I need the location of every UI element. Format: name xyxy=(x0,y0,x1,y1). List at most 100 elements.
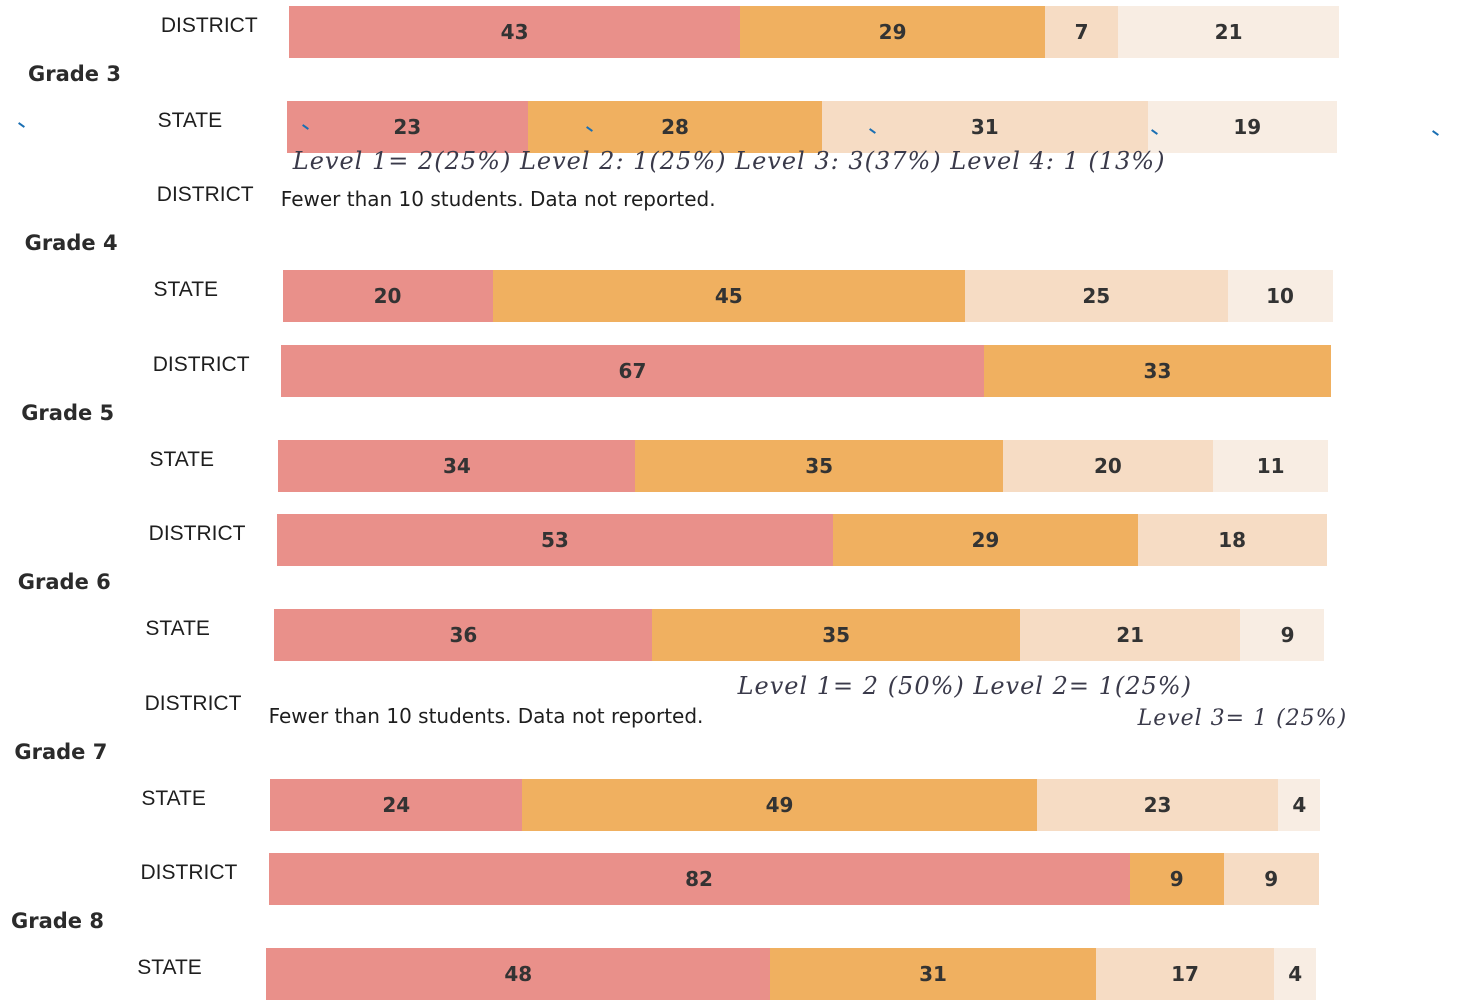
data-label: 20 xyxy=(1094,453,1122,478)
grade-label: Grade 6 xyxy=(17,570,111,595)
not-reported-message: Fewer than 10 students. Data not reporte… xyxy=(268,703,704,728)
data-label: 67 xyxy=(618,358,647,383)
data-label: 35 xyxy=(805,453,834,478)
row-label-district: DISTRICT xyxy=(148,522,246,546)
grade-label: Grade 7 xyxy=(14,739,108,764)
stacked-bar: 48 31 17 4 xyxy=(266,948,1317,1000)
bar-segment-level-3: 31 xyxy=(822,101,1148,153)
bar-segment-level-1: 36 xyxy=(274,609,653,662)
data-label: 4 xyxy=(1292,792,1307,817)
row-label-state: STATE xyxy=(149,447,214,471)
bar-segment-level-1: 34 xyxy=(278,439,636,492)
data-label: 9 xyxy=(1264,867,1279,891)
data-label: 49 xyxy=(765,792,794,817)
bar-segment-level-2: 28 xyxy=(528,101,823,153)
row-label-district: DISTRICT xyxy=(152,352,250,376)
data-label: 10 xyxy=(1266,284,1294,309)
stacked-bar: 43 29 7 21 xyxy=(288,6,1339,58)
row-label-state: STATE xyxy=(145,617,210,641)
stacked-bar: 24 49 23 4 xyxy=(270,778,1321,831)
handwritten-annotation: Level 3= 1 (25%) xyxy=(1137,705,1348,731)
bar-segment-level-3: 21 xyxy=(1019,609,1241,662)
data-label: 23 xyxy=(393,115,422,139)
data-label: 7 xyxy=(1074,20,1089,44)
row-label-district: DISTRICT xyxy=(140,861,238,884)
row-label-state: STATE xyxy=(153,278,219,302)
data-label: 53 xyxy=(540,528,569,553)
bar-segment-level-1: 24 xyxy=(270,778,523,831)
bar-segment-level-4: 4 xyxy=(1278,778,1321,831)
data-label: 21 xyxy=(1116,623,1145,648)
bar-segment-level-1: 23 xyxy=(286,101,529,153)
bar-segment-level-2: 31 xyxy=(770,948,1096,1000)
not-reported-message: Fewer than 10 students. Data not reporte… xyxy=(280,187,716,212)
stacked-bar: 23 28 31 19 xyxy=(286,101,1337,153)
row-label-district: DISTRICT xyxy=(156,183,254,207)
stacked-bar: 82 9 9 xyxy=(268,853,1319,905)
grade-label: Grade 8 xyxy=(11,909,104,933)
row-label-state: STATE xyxy=(137,956,202,979)
data-label: 19 xyxy=(1233,115,1262,139)
bar-segment-level-2: 9 xyxy=(1129,853,1225,905)
bar-segment-level-3: 9 xyxy=(1224,853,1319,905)
data-label: 4 xyxy=(1288,962,1303,986)
data-label: 11 xyxy=(1256,453,1285,478)
bar-segment-level-3: 7 xyxy=(1044,6,1119,58)
bar-segment-level-3: 25 xyxy=(965,270,1228,323)
data-label: 9 xyxy=(1280,623,1295,648)
bar-segment-level-4: 11 xyxy=(1212,439,1329,492)
bar-segment-level-2: 33 xyxy=(984,344,1331,397)
row-label-district: DISTRICT xyxy=(144,691,242,715)
bar-segment-level-3: 20 xyxy=(1002,439,1213,492)
handwritten-annotation: Level 1= 2 (50%) Level 2= 1(25%) xyxy=(737,671,1192,700)
data-label: 33 xyxy=(1143,358,1172,383)
row-label-state: STATE xyxy=(157,109,223,132)
stacked-bar: 53 29 18 xyxy=(276,514,1327,567)
data-label: 28 xyxy=(661,115,689,139)
stacked-bar: 20 45 25 10 xyxy=(282,270,1333,323)
row-label-state: STATE xyxy=(141,786,206,810)
data-label: 45 xyxy=(714,284,743,309)
bar-segment-level-3: 23 xyxy=(1036,778,1279,831)
data-label: 31 xyxy=(970,115,999,139)
stacked-bar: 36 35 21 9 xyxy=(274,609,1325,662)
pen-mark xyxy=(18,122,25,128)
data-label: 29 xyxy=(878,20,907,44)
data-label: 24 xyxy=(382,792,411,817)
data-label: 18 xyxy=(1218,528,1247,553)
bar-segment-level-1: 53 xyxy=(276,514,834,567)
grade-label: Grade 4 xyxy=(24,231,118,256)
bar-segment-level-4: 10 xyxy=(1227,270,1333,323)
data-label: 21 xyxy=(1214,20,1243,44)
bar-segment-level-2: 45 xyxy=(492,270,965,323)
pen-mark xyxy=(1432,130,1439,136)
grade-label: Grade 3 xyxy=(28,62,121,86)
bar-segment-level-2: 29 xyxy=(833,514,1138,567)
data-label: 48 xyxy=(504,962,533,986)
data-label: 82 xyxy=(685,867,713,891)
data-label: 31 xyxy=(919,962,947,986)
bar-segment-level-4: 9 xyxy=(1240,609,1325,662)
data-label: 43 xyxy=(500,20,529,44)
data-label: 9 xyxy=(1169,867,1184,891)
data-label: 34 xyxy=(443,453,471,478)
bar-segment-level-2: 29 xyxy=(740,6,1045,58)
bar-segment-level-1: 20 xyxy=(282,270,493,323)
bar-segment-level-1: 67 xyxy=(280,344,985,397)
data-label: 35 xyxy=(822,623,851,648)
data-label: 36 xyxy=(449,623,478,648)
data-label: 23 xyxy=(1143,792,1172,817)
bar-segment-level-4: 21 xyxy=(1118,6,1339,58)
bar-segment-level-3: 18 xyxy=(1137,514,1327,567)
bar-segment-level-1: 48 xyxy=(266,948,771,1000)
bar-segment-level-1: 43 xyxy=(288,6,741,58)
data-label: 29 xyxy=(971,528,1000,553)
handwritten-annotation: Level 1= 2(25%) Level 2: 1(25%) Level 3:… xyxy=(292,147,1166,176)
bar-segment-level-2: 35 xyxy=(652,609,1020,662)
bar-segment-level-1: 82 xyxy=(268,853,1130,905)
data-label: 20 xyxy=(373,284,402,309)
data-label: 17 xyxy=(1171,962,1199,986)
bar-segment-level-4: 19 xyxy=(1147,101,1337,153)
bar-segment-level-4: 4 xyxy=(1274,948,1317,1000)
